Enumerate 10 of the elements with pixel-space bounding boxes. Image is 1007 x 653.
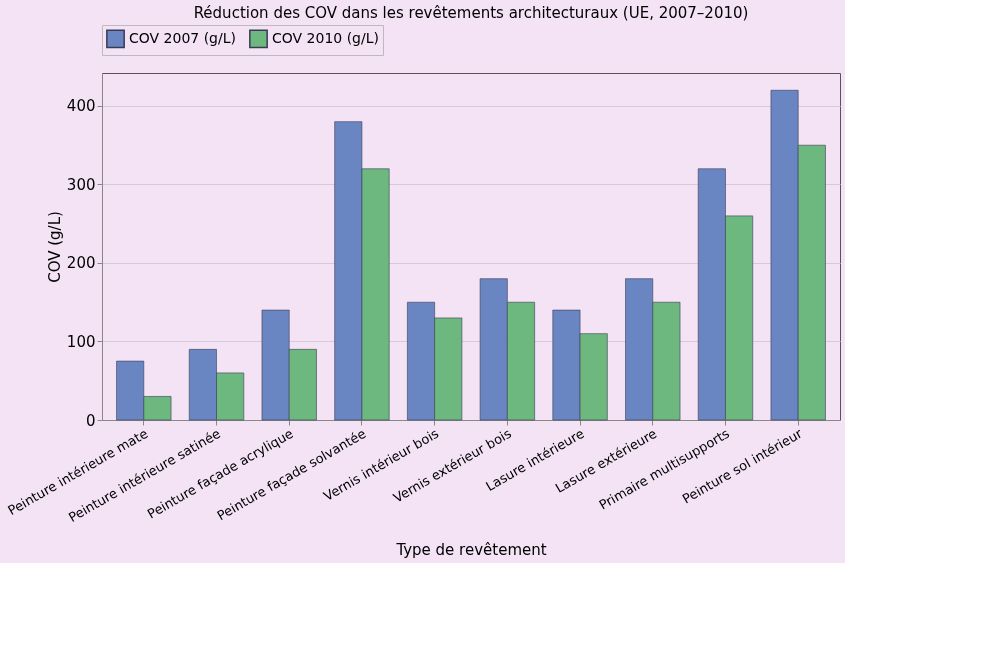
chart-title: Réduction des COV dans les revêtements architecturaux (UE, 2007–2010) xyxy=(193,3,749,22)
y-tick-label: 400 xyxy=(66,97,96,116)
y-tick-label: 300 xyxy=(66,175,96,194)
y-tick-label: 100 xyxy=(66,332,96,351)
legend-label: COV 2010 (g/L) xyxy=(272,29,379,46)
legend-label: COV 2007 (g/L) xyxy=(129,29,236,46)
y-tick-label: 200 xyxy=(66,254,96,273)
y-tick-label: 0 xyxy=(85,411,96,430)
x-axis-title: Type de revêtement xyxy=(395,541,547,560)
y-axis-title: COV (g/L) xyxy=(45,211,64,283)
